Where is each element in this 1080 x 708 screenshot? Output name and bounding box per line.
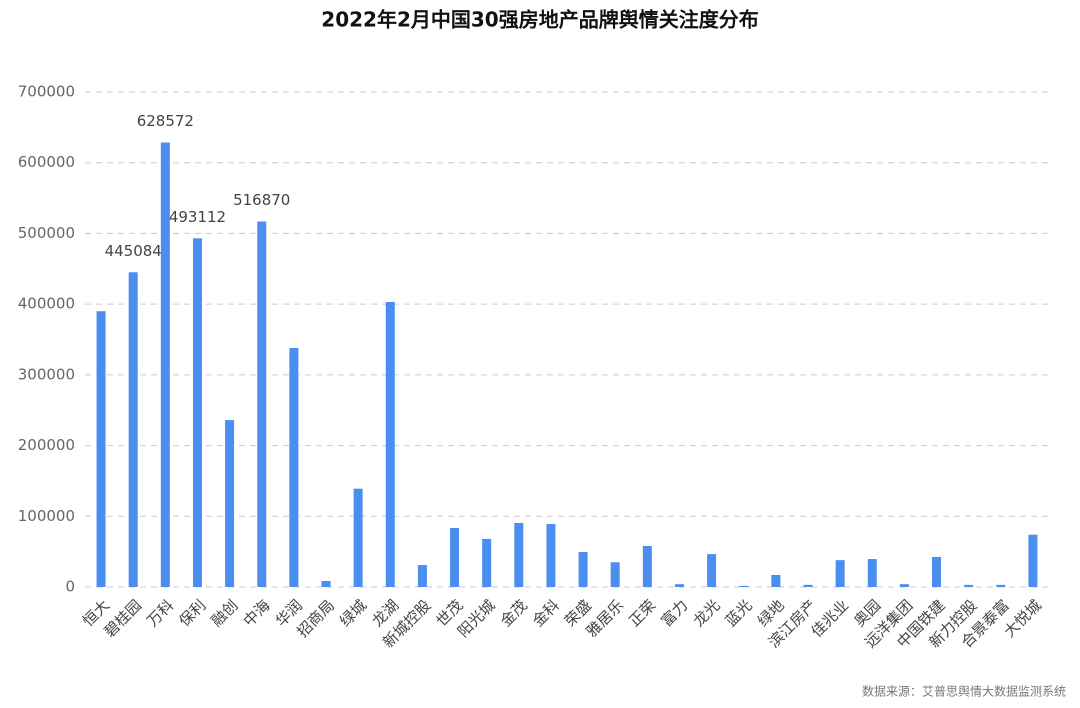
bar bbox=[128, 272, 138, 587]
bar bbox=[192, 238, 202, 587]
bar bbox=[996, 584, 1006, 587]
y-tick-label: 400000 bbox=[18, 295, 75, 313]
bar bbox=[353, 488, 363, 587]
bar bbox=[964, 584, 974, 587]
x-tick-label: 绿城 bbox=[336, 596, 370, 630]
value-label: 516870 bbox=[233, 191, 290, 209]
bar bbox=[739, 585, 749, 587]
value-label: 445084 bbox=[105, 242, 162, 260]
y-tick-label: 0 bbox=[65, 578, 75, 596]
y-tick-label: 500000 bbox=[18, 224, 75, 242]
value-label: 628572 bbox=[137, 112, 194, 130]
x-tick-label: 融创 bbox=[208, 596, 242, 630]
y-tick-label: 200000 bbox=[18, 436, 75, 454]
bar bbox=[610, 562, 620, 587]
bar bbox=[96, 311, 106, 587]
x-tick-label: 中海 bbox=[240, 596, 274, 630]
bar bbox=[417, 565, 427, 587]
value-label: 493112 bbox=[169, 208, 226, 226]
x-tick-label: 碧桂园 bbox=[101, 596, 146, 641]
bar bbox=[867, 559, 877, 587]
chart-title: 2022年2月中国30强房地产品牌舆情关注度分布 bbox=[321, 8, 758, 32]
x-tick-label: 保利 bbox=[176, 596, 210, 630]
bar bbox=[642, 545, 652, 587]
bar bbox=[578, 551, 588, 587]
source-note: 数据来源：艾普思舆情大数据监测系统 bbox=[862, 684, 1066, 699]
bar bbox=[225, 420, 235, 587]
bar bbox=[803, 584, 813, 587]
x-tick-label: 招商局 bbox=[293, 596, 338, 641]
bar bbox=[835, 560, 845, 587]
bar bbox=[899, 584, 909, 587]
bar bbox=[385, 302, 395, 587]
bar bbox=[546, 524, 556, 587]
x-tick-label: 蓝光 bbox=[722, 596, 756, 630]
y-tick-label: 600000 bbox=[18, 153, 75, 171]
x-tick-label: 富力 bbox=[658, 596, 692, 630]
x-tick-label: 金茂 bbox=[497, 596, 531, 630]
bar bbox=[450, 527, 460, 587]
bar bbox=[932, 556, 942, 587]
bar bbox=[707, 554, 717, 587]
y-tick-label: 300000 bbox=[18, 365, 75, 383]
bar bbox=[1028, 534, 1038, 587]
x-tick-label: 佳兆业 bbox=[808, 596, 853, 641]
bar bbox=[289, 347, 299, 587]
x-tick-label: 龙光 bbox=[690, 596, 724, 630]
x-tick-label: 大悦城 bbox=[1000, 596, 1045, 641]
bar bbox=[321, 580, 331, 587]
x-tick-label: 正荣 bbox=[625, 596, 659, 630]
bar bbox=[160, 142, 170, 587]
bar bbox=[674, 584, 684, 587]
x-tick-label: 雅居乐 bbox=[583, 596, 628, 641]
x-tick-label: 阳光城 bbox=[454, 596, 499, 641]
y-tick-label: 700000 bbox=[18, 83, 75, 101]
bar bbox=[771, 574, 781, 587]
y-tick-label: 100000 bbox=[18, 507, 75, 525]
x-tick-label: 万科 bbox=[143, 596, 177, 630]
bar bbox=[257, 221, 267, 587]
x-tick-label: 金科 bbox=[529, 596, 563, 630]
bar bbox=[514, 523, 524, 587]
bar bbox=[482, 538, 492, 587]
